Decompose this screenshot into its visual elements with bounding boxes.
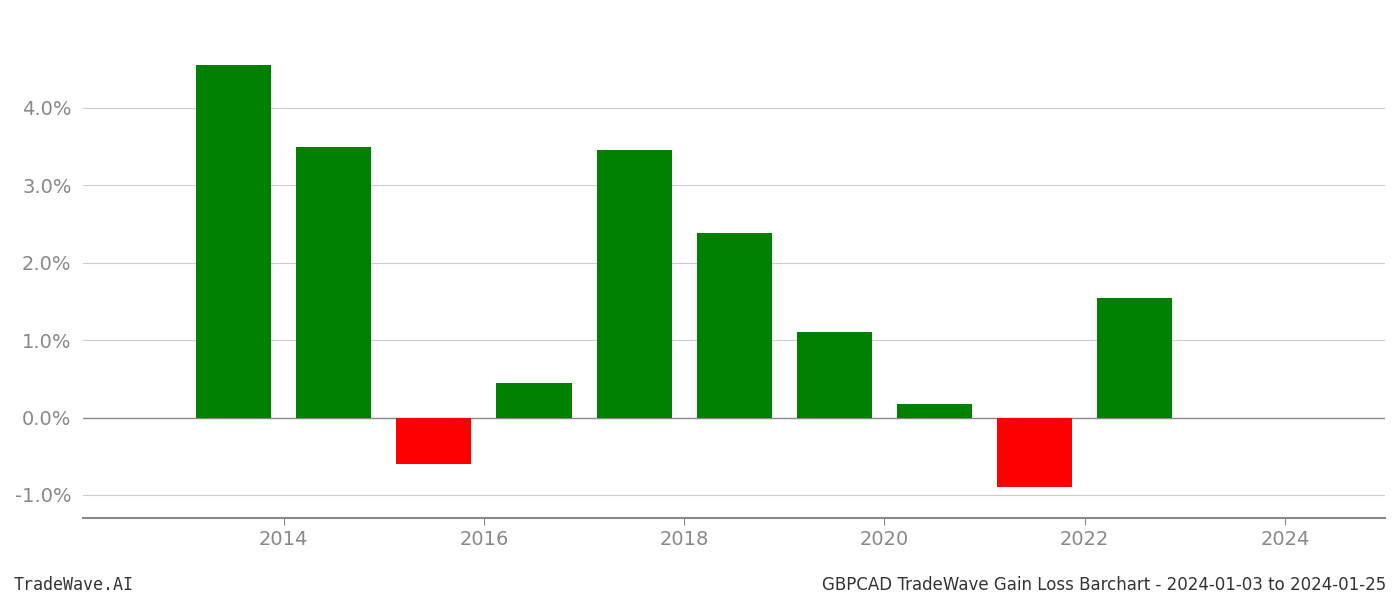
- Bar: [697, 233, 771, 418]
- Bar: [297, 146, 371, 418]
- Bar: [196, 65, 272, 418]
- Bar: [997, 418, 1072, 487]
- Bar: [797, 332, 872, 418]
- Bar: [897, 404, 972, 418]
- Bar: [396, 418, 472, 464]
- Bar: [497, 383, 571, 418]
- Bar: [596, 151, 672, 418]
- Text: GBPCAD TradeWave Gain Loss Barchart - 2024-01-03 to 2024-01-25: GBPCAD TradeWave Gain Loss Barchart - 20…: [822, 576, 1386, 594]
- Text: TradeWave.AI: TradeWave.AI: [14, 576, 134, 594]
- Bar: [1098, 298, 1172, 418]
